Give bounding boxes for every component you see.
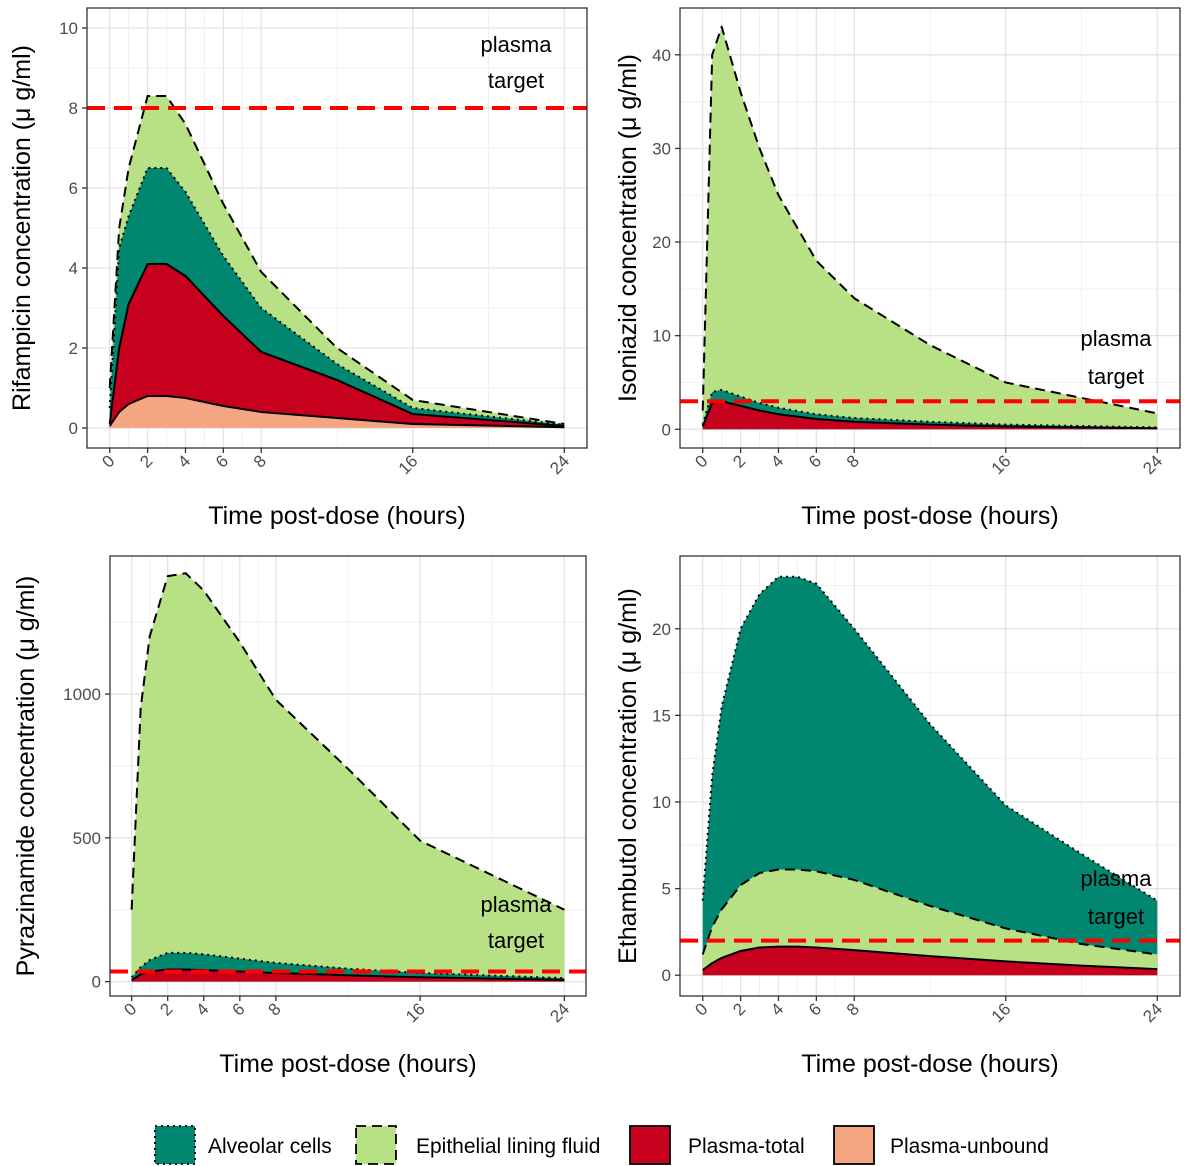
area-epithelial-lining-fluid <box>702 26 1158 430</box>
legend-key-epithelial-lining-fluid <box>355 1125 397 1165</box>
area-plasma-unbound <box>109 396 565 428</box>
x-axis-title: Time post-dose (hours) <box>208 502 466 530</box>
y-tick-label: 10 <box>652 793 671 812</box>
x-tick-label: 0 <box>691 999 711 1019</box>
line-epithelial-lining-fluid <box>108 95 565 425</box>
x-tick-label: 4 <box>174 451 194 471</box>
y-tick-label: 20 <box>652 233 671 252</box>
x-tick-label: 6 <box>229 999 249 1019</box>
y-tick-label: 6 <box>69 179 78 198</box>
y-tick-label: 500 <box>73 829 101 848</box>
x-tick-label: 0 <box>691 451 711 471</box>
x-tick-label: 2 <box>136 451 156 471</box>
y-tick-label: 40 <box>652 46 671 65</box>
target-label: plasma <box>481 32 553 57</box>
x-tick-label: 8 <box>250 451 270 471</box>
y-axis-title: Pyrazinamide concentration (μ g/ml) <box>12 576 40 977</box>
x-tick-label: 16 <box>988 999 1015 1026</box>
plot-frame <box>679 555 1181 997</box>
y-tick-label: 10 <box>59 19 78 38</box>
line-alveolar-cells <box>108 167 565 426</box>
y-tick-label: 8 <box>69 99 78 118</box>
x-tick-label: 2 <box>729 451 749 471</box>
x-tick-label: 24 <box>1139 999 1166 1026</box>
x-tick-label: 24 <box>546 999 573 1026</box>
x-tick-label: 4 <box>767 999 787 1019</box>
y-tick-label: 2 <box>69 339 78 358</box>
legend: Alveolar cells Epithelial lining fluid Pla… <box>154 1125 1049 1165</box>
x-axis-title: Time post-dose (hours) <box>801 502 1059 530</box>
line-plasma-total <box>702 945 1158 971</box>
line-plasma-unbound <box>108 395 565 429</box>
legend-key-plasma-total <box>629 1125 671 1165</box>
area-epithelial-lining-fluid <box>131 573 565 982</box>
x-tick-label: 0 <box>98 451 118 471</box>
y-axis-title: Rifampicin concentration (μ g/ml) <box>8 45 36 411</box>
plot-frame <box>86 7 588 449</box>
y-tick-label: 5 <box>662 880 671 899</box>
target-label: plasma <box>1081 326 1153 351</box>
y-tick-label: 20 <box>652 620 671 639</box>
x-axis-title: Time post-dose (hours) <box>219 1050 477 1078</box>
y-tick-label: 0 <box>69 419 78 438</box>
area-plasma-total <box>109 264 565 428</box>
x-tick-label: 6 <box>805 999 825 1019</box>
target-label: plasma <box>1081 866 1153 891</box>
x-tick-label: 6 <box>212 451 232 471</box>
x-tick-label: 16 <box>395 451 422 478</box>
y-tick-label: 30 <box>652 139 671 158</box>
x-tick-label: 4 <box>192 999 212 1019</box>
target-label: target <box>488 928 544 953</box>
legend-key-alveolar-cells <box>154 1125 196 1165</box>
line-plasma-total <box>108 263 565 427</box>
x-tick-label: 16 <box>402 999 429 1026</box>
y-tick-label: 10 <box>652 327 671 346</box>
x-tick-label: 8 <box>265 999 285 1019</box>
x-tick-label: 24 <box>546 451 573 478</box>
legend-label-plasma-total: Plasma-total <box>688 1135 805 1158</box>
x-tick-label: 4 <box>767 451 787 471</box>
area-plasma-total <box>702 401 1158 430</box>
y-axis-title: Isoniazid concentration (μ g/ml) <box>614 54 642 402</box>
x-tick-label: 24 <box>1139 451 1166 478</box>
x-tick-label: 2 <box>156 999 176 1019</box>
y-tick-label: 0 <box>92 973 101 992</box>
legend-label-plasma-unbound: Plasma-unbound <box>890 1135 1049 1158</box>
y-tick-label: 0 <box>662 420 671 439</box>
target-label: plasma <box>481 892 553 917</box>
line-epithelial-lining-fluid <box>130 572 565 911</box>
y-tick-label: 1000 <box>63 685 101 704</box>
x-tick-label: 8 <box>843 999 863 1019</box>
y-tick-label: 4 <box>69 259 78 278</box>
target-label: target <box>1088 364 1144 389</box>
legend-label-alveolar-cells: Alveolar cells <box>208 1135 332 1158</box>
line-alveolar-cells <box>701 388 1158 429</box>
legend-label-epithelial-lining-fluid: Epithelial lining fluid <box>416 1135 600 1158</box>
x-tick-label: 2 <box>729 999 749 1019</box>
plot-frame <box>679 7 1181 449</box>
y-tick-label: 0 <box>662 966 671 985</box>
x-axis-title: Time post-dose (hours) <box>801 1050 1059 1078</box>
x-tick-label: 16 <box>988 451 1015 478</box>
line-epithelial-lining-fluid <box>701 25 1158 415</box>
legend-key-plasma-unbound <box>833 1125 875 1165</box>
plot-frame <box>109 555 587 997</box>
area-plasma-total <box>702 946 1158 976</box>
x-tick-label: 0 <box>120 999 140 1019</box>
target-label: target <box>1088 904 1144 929</box>
y-tick-label: 15 <box>652 706 671 725</box>
y-axis-title: Ethambutol concentration (μ g/ml) <box>614 588 642 964</box>
line-epithelial-lining-fluid <box>701 868 1158 956</box>
target-label: target <box>488 68 544 93</box>
x-tick-label: 8 <box>843 451 863 471</box>
x-tick-label: 6 <box>805 451 825 471</box>
